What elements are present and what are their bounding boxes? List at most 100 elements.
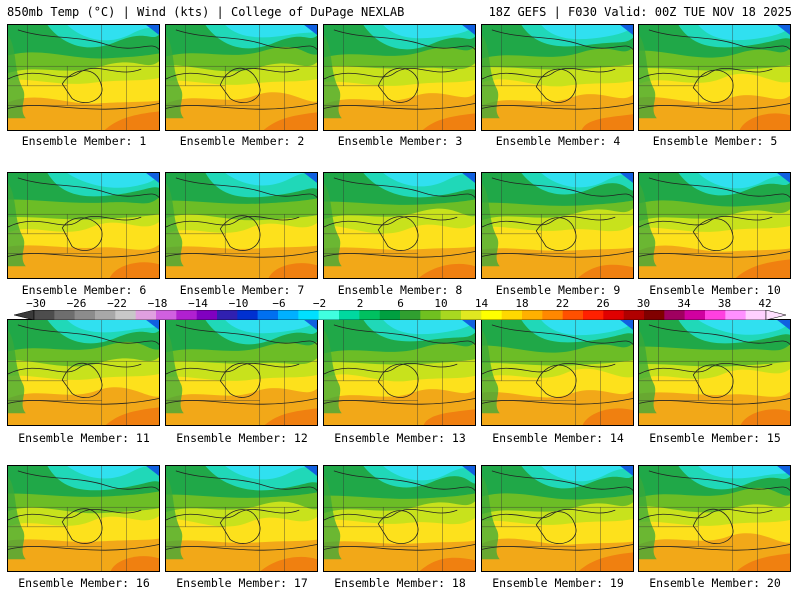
ensemble-map-panel	[165, 465, 318, 572]
colorbar-tick-label: 38	[717, 297, 732, 310]
ensemble-map-panel	[638, 465, 791, 572]
colorbar-segment	[420, 310, 441, 320]
colorbar-segment	[278, 310, 299, 320]
colorbar-min-arrow	[14, 310, 35, 320]
ensemble-map-panel	[165, 24, 318, 131]
ensemble-map-panel	[7, 319, 160, 426]
colorbar-segment	[684, 310, 706, 320]
ensemble-member-label: Ensemble Member: 8	[337, 283, 463, 297]
colorbar-tick-label: −10	[228, 297, 249, 310]
colorbar-segment	[461, 310, 482, 320]
colorbar-tick-label: 6	[397, 297, 404, 310]
colorbar-segment	[196, 310, 218, 320]
ensemble-map-panel	[7, 172, 160, 279]
colorbar-segment	[623, 310, 645, 320]
colorbar-segment	[644, 310, 665, 320]
ensemble-member-label: Ensemble Member: 6	[21, 283, 147, 297]
colorbar-segment	[440, 310, 462, 320]
colorbar-segment	[257, 310, 279, 320]
colorbar-max-arrow	[765, 310, 786, 320]
ensemble-map-panel	[481, 465, 634, 572]
ensemble-member-label: Ensemble Member: 20	[649, 576, 781, 590]
temperature-colorbar	[14, 310, 786, 320]
ensemble-map-panel	[638, 24, 791, 131]
colorbar-segment	[74, 310, 96, 320]
ensemble-map-panel	[638, 319, 791, 426]
colorbar-tick-label: −2	[312, 297, 327, 310]
colorbar-segment	[522, 310, 543, 320]
colorbar-segment	[583, 310, 604, 320]
ensemble-member-label: Ensemble Member: 5	[652, 134, 778, 148]
ensemble-member-label: Ensemble Member: 1	[21, 134, 147, 148]
ensemble-member-label: Ensemble Member: 12	[176, 431, 308, 445]
colorbar-segment	[156, 310, 177, 320]
colorbar-tick-label: 18	[515, 297, 529, 310]
run-valid-time: 18Z GEFS | F030 Valid: 00Z TUE NOV 18 20…	[488, 5, 792, 19]
ensemble-member-label: Ensemble Member: 10	[649, 283, 781, 297]
ensemble-member-label: Ensemble Member: 7	[179, 283, 305, 297]
ensemble-map-panel	[323, 172, 476, 279]
ensemble-member-label: Ensemble Member: 4	[495, 134, 621, 148]
colorbar-segment	[135, 310, 157, 320]
ensemble-member-label: Ensemble Member: 3	[337, 134, 463, 148]
colorbar-segment	[603, 310, 624, 320]
ensemble-map-panel	[481, 24, 634, 131]
colorbar-tick-label: 10	[434, 297, 448, 310]
ensemble-map-panel	[165, 172, 318, 279]
colorbar-tick-label: −14	[188, 297, 208, 310]
colorbar-segment	[318, 310, 340, 320]
ensemble-member-label: Ensemble Member: 13	[334, 431, 466, 445]
colorbar-tick-label: 22	[555, 297, 570, 310]
colorbar-tick-label: −26	[66, 297, 87, 310]
colorbar-segment	[705, 310, 726, 320]
ensemble-member-label: Ensemble Member: 15	[649, 431, 781, 445]
colorbar-segment	[115, 310, 136, 320]
colorbar-tick-label: −30	[26, 297, 46, 310]
colorbar-segment	[745, 310, 767, 320]
colorbar-tick-label: −6	[272, 297, 286, 310]
colorbar-segment	[34, 310, 55, 320]
ensemble-member-label: Ensemble Member: 9	[495, 283, 621, 297]
ensemble-map-panel	[323, 319, 476, 426]
colorbar-segment	[298, 310, 319, 320]
colorbar-tick-label: 26	[596, 297, 610, 310]
colorbar-segment	[217, 310, 238, 320]
colorbar-segment	[237, 310, 258, 320]
ensemble-map-panel	[7, 24, 160, 131]
ensemble-map-panel	[7, 465, 160, 572]
colorbar-segment	[176, 310, 197, 320]
ensemble-member-label: Ensemble Member: 16	[18, 576, 150, 590]
colorbar-segment	[481, 310, 502, 320]
colorbar-tick-label: 34	[677, 297, 691, 310]
ensemble-map-panel	[481, 319, 634, 426]
colorbar-tick-label: −18	[147, 297, 168, 310]
colorbar-tick-label: −22	[107, 297, 127, 310]
colorbar-segment	[379, 310, 401, 320]
ensemble-map-panel	[165, 319, 318, 426]
ensemble-member-label: Ensemble Member: 18	[334, 576, 466, 590]
colorbar-tick-label: 30	[636, 297, 651, 310]
colorbar-tick-label: 42	[758, 297, 772, 310]
colorbar-segment	[400, 310, 421, 320]
colorbar-segment	[95, 310, 116, 320]
colorbar-segment	[359, 310, 380, 320]
colorbar-segment	[501, 310, 523, 320]
ensemble-map-panel	[481, 172, 634, 279]
ensemble-member-label: Ensemble Member: 11	[18, 431, 150, 445]
colorbar-segment	[725, 310, 746, 320]
colorbar-tick-label: 14	[474, 297, 489, 310]
colorbar-segment	[542, 310, 563, 320]
colorbar-tick-label: 2	[356, 297, 364, 310]
colorbar-segment	[339, 310, 360, 320]
ensemble-member-label: Ensemble Member: 17	[176, 576, 308, 590]
ensemble-map-panel	[638, 172, 791, 279]
ensemble-map-panel	[323, 465, 476, 572]
ensemble-member-label: Ensemble Member: 19	[492, 576, 624, 590]
ensemble-member-label: Ensemble Member: 14	[492, 431, 624, 445]
ensemble-member-label: Ensemble Member: 2	[179, 134, 305, 148]
colorbar-segment	[54, 310, 75, 320]
chart-title: 850mb Temp (°C) | Wind (kts) | College o…	[7, 5, 405, 19]
ensemble-map-panel	[323, 24, 476, 131]
colorbar-segment	[562, 310, 584, 320]
colorbar-segment	[664, 310, 685, 320]
